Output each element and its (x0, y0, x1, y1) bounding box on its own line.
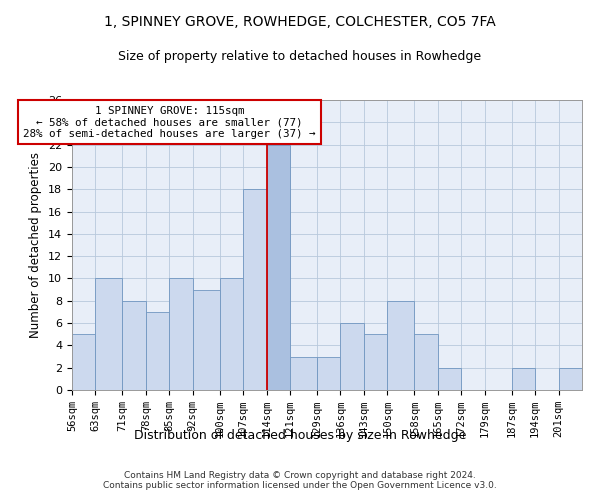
Bar (169, 278, 193, 390)
Text: Contains HM Land Registry data © Crown copyright and database right 2024.
Contai: Contains HM Land Registry data © Crown c… (103, 470, 497, 490)
Bar (559, 368, 582, 390)
Bar (364, 334, 388, 390)
Text: Size of property relative to detached houses in Rowhedge: Size of property relative to detached ho… (118, 50, 482, 63)
Bar (317, 356, 340, 390)
Text: 1 SPINNEY GROVE: 115sqm
← 58% of detached houses are smaller (77)
28% of semi-de: 1 SPINNEY GROVE: 115sqm ← 58% of detache… (23, 106, 316, 139)
Bar (438, 368, 461, 390)
Bar (122, 301, 146, 390)
Bar (146, 312, 169, 390)
Bar (243, 189, 266, 390)
Bar (290, 356, 317, 390)
Bar (220, 278, 243, 390)
Bar (512, 368, 535, 390)
Text: Distribution of detached houses by size in Rowhedge: Distribution of detached houses by size … (134, 428, 466, 442)
Bar (72, 334, 95, 390)
Bar (414, 334, 438, 390)
Bar (95, 278, 122, 390)
Bar (193, 290, 220, 390)
Text: 1, SPINNEY GROVE, ROWHEDGE, COLCHESTER, CO5 7FA: 1, SPINNEY GROVE, ROWHEDGE, COLCHESTER, … (104, 15, 496, 29)
Y-axis label: Number of detached properties: Number of detached properties (29, 152, 43, 338)
Bar (266, 144, 290, 390)
Bar (388, 301, 414, 390)
Bar (340, 323, 364, 390)
